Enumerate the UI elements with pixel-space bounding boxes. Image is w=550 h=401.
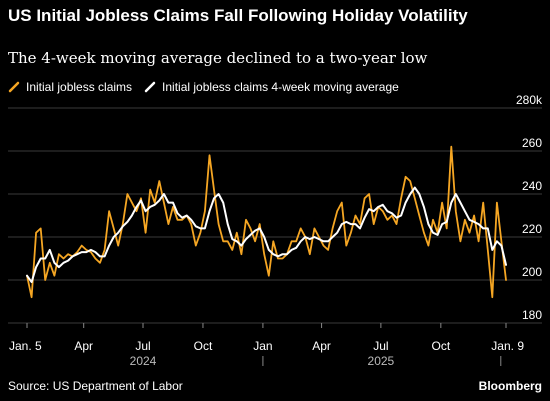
y-tick-label: 200 xyxy=(522,265,542,279)
y-tick-label: 180 xyxy=(522,308,542,322)
x-tick-label: Apr xyxy=(74,339,93,353)
x-tick-label: Jan. 5 xyxy=(9,339,42,353)
legend: Initial jobless claims Initial jobless c… xyxy=(8,78,411,96)
x-axis-ticks: Jan. 5 Apr Jul Oct Jan Apr Jul Oct Jan. 9 2024 202… xyxy=(9,323,524,368)
x-tick-label: Oct xyxy=(431,339,450,353)
x-tick-label: Jul xyxy=(135,339,150,353)
legend-item-claims: Initial jobless claims xyxy=(8,80,132,94)
x-tick-label: Jan xyxy=(253,339,272,353)
legend-label-moving-average: Initial jobless claims 4-week moving ave… xyxy=(162,80,399,94)
y-tick-label: 240 xyxy=(522,179,542,193)
series-lines xyxy=(26,145,507,299)
legend-swatch-moving-average-icon xyxy=(144,81,156,93)
chart-title: US Initial Jobless Claims Fall Following… xyxy=(8,6,468,25)
y-tick-label: 220 xyxy=(522,222,542,236)
chart-subtitle: The 4-week moving average declined to a … xyxy=(8,49,428,67)
series-line-moving-average xyxy=(26,186,507,284)
source-note: Source: US Department of Labor xyxy=(8,379,183,393)
y-tick-label: 260 xyxy=(522,136,542,150)
y-tick-label: 280k xyxy=(516,93,543,107)
x-tick-label: Apr xyxy=(312,339,331,353)
gridlines xyxy=(8,107,542,324)
brand-logo: Bloomberg xyxy=(478,379,542,393)
legend-label-claims: Initial jobless claims xyxy=(26,80,133,94)
legend-swatch-claims-icon xyxy=(8,81,20,93)
year-label: 2025 xyxy=(368,354,395,368)
legend-item-moving-average: Initial jobless claims 4-week moving ave… xyxy=(144,80,399,94)
x-tick-label: Jul xyxy=(373,339,388,353)
x-tick-label: Oct xyxy=(194,339,213,353)
y-axis-ticks: 180 200 220 240 260 280k xyxy=(516,93,543,322)
x-tick-label: Jan. 9 xyxy=(491,339,524,353)
year-label: 2024 xyxy=(130,354,157,368)
series-line-claims xyxy=(26,145,507,299)
